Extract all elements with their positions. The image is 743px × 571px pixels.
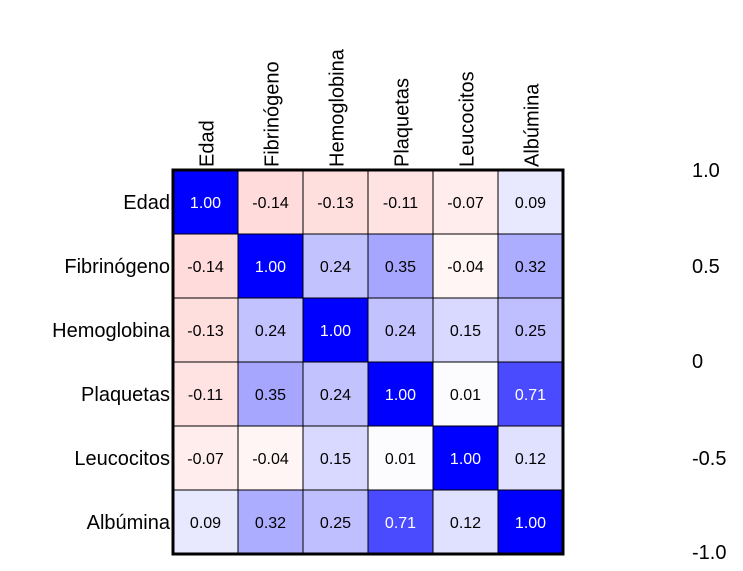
heatmap-cell-4-4: [433, 426, 498, 490]
cell-value-label: -0.07: [187, 451, 224, 468]
cell-value-label: -0.07: [447, 195, 484, 212]
heatmap-cell-5-1: [238, 490, 303, 554]
colorbar-tick-labels: 1.0 0.5 0 -0.5 -1.0: [692, 160, 726, 564]
heatmap-cell-3-4: [433, 362, 498, 426]
heatmap-cell-3-3: [368, 362, 433, 426]
heatmap-cell-0-5: [498, 170, 563, 234]
heatmap-cell-2-3: [368, 298, 433, 362]
heatmap-cell-1-3: [368, 234, 433, 298]
cell-value-label: 0.15: [320, 451, 351, 468]
cell-value-label: 0.01: [385, 451, 416, 468]
row-labels: Edad Fibrinógeno Hemoglobina Plaquetas Leuco…: [52, 192, 171, 534]
heatmap-cell-1-0: [173, 234, 238, 298]
heatmap-cell-0-2: [303, 170, 368, 234]
cell-value-label: 1.00: [450, 451, 481, 468]
heatmap-cell-2-1: [238, 298, 303, 362]
cell-value-label: 0.24: [385, 323, 416, 340]
cell-value-label: -0.11: [383, 195, 418, 212]
heatmap-cell-5-5: [498, 490, 563, 554]
cell-value-label: 0.24: [320, 259, 351, 276]
column-label: Hemoglobina: [327, 48, 349, 167]
heatmap-cell-2-4: [433, 298, 498, 362]
column-label: Plaquetas: [392, 78, 414, 167]
heatmap-cell-3-1: [238, 362, 303, 426]
heatmap-cell-5-3: [368, 490, 433, 554]
cell-value-label: 1.00: [385, 387, 416, 404]
row-label: Plaquetas: [81, 384, 170, 406]
colorbar-tick-label: -1.0: [692, 542, 726, 564]
cell-value-label: -0.04: [252, 451, 289, 468]
heatmap-border: [171, 168, 565, 556]
row-label: Albúmina: [87, 512, 171, 534]
cell-value-label: 0.15: [450, 323, 481, 340]
heatmap-cell-0-0: [173, 170, 238, 234]
cell-value-label: 0.09: [515, 195, 546, 212]
cell-value-label: 1.00: [515, 515, 546, 532]
column-label: Leucocitos: [457, 71, 479, 167]
heatmap-cell-4-2: [303, 426, 368, 490]
colorbar-tick-label: 0.5: [692, 256, 720, 278]
heatmap-cell-5-0: [173, 490, 238, 554]
cell-value-label: 0.35: [255, 387, 286, 404]
column-label: Edad: [197, 120, 219, 167]
heatmap-cell-2-5: [498, 298, 563, 362]
heatmap-cell-5-4: [433, 490, 498, 554]
cell-value-label: 0.01: [450, 387, 481, 404]
cell-value-label: 0.71: [385, 515, 416, 532]
cell-value-label: 1.00: [320, 323, 351, 340]
colorbar-tick-label: 0: [692, 351, 703, 373]
heatmap-cell-4-3: [368, 426, 433, 490]
heatmap-cell-2-2: [303, 298, 368, 362]
colorbar-tick-label: 1.0: [692, 160, 720, 182]
cell-value-label: -0.11: [188, 387, 223, 404]
cell-value-label: 0.25: [515, 323, 546, 340]
cell-value-label: -0.13: [317, 195, 354, 212]
row-label: Edad: [123, 192, 170, 214]
cell-value-label: -0.04: [447, 259, 484, 276]
cell-value-label: 0.71: [515, 387, 546, 404]
heatmap-cell-3-2: [303, 362, 368, 426]
cell-value-label: 0.35: [385, 259, 416, 276]
heatmap-cell-4-0: [173, 426, 238, 490]
row-label: Hemoglobina: [52, 320, 171, 342]
heatmap-cell-4-1: [238, 426, 303, 490]
cell-value-label: -0.14: [187, 259, 224, 276]
cell-value-label: -0.13: [187, 323, 224, 340]
heatmap-grid: [171, 168, 565, 556]
cell-value-label: 0.09: [190, 515, 221, 532]
column-label: Albúmina: [522, 83, 544, 167]
row-label: Fibrinógeno: [64, 256, 170, 278]
heatmap-cell-4-5: [498, 426, 563, 490]
cell-value-label: 0.24: [255, 323, 286, 340]
colorbar-tick-label: -0.5: [692, 448, 726, 470]
cell-value-label: 0.24: [320, 387, 351, 404]
heatmap-cell-1-5: [498, 234, 563, 298]
heatmap-cell-1-2: [303, 234, 368, 298]
column-labels: Edad Fibrinógeno Hemoglobina Plaquetas Leuco…: [197, 48, 544, 167]
heatmap-cell-1-1: [238, 234, 303, 298]
heatmap-cell-0-4: [433, 170, 498, 234]
cell-value-label: 0.12: [515, 451, 546, 468]
cell-value-label: 1.00: [190, 195, 221, 212]
heatmap-cell-0-3: [368, 170, 433, 234]
cell-value-label: 1.00: [255, 259, 286, 276]
heatmap-cell-1-4: [433, 234, 498, 298]
heatmap-cells: 1.00 -0.14 -0.13 -0.11 -0.07 0.09 -0.14 1.00 0.2…: [173, 170, 563, 554]
cell-value-label: 0.32: [255, 515, 286, 532]
heatmap-cell-3-5: [498, 362, 563, 426]
heatmap-cell-5-2: [303, 490, 368, 554]
row-label: Leucocitos: [74, 448, 170, 470]
heatmap-cell-3-0: [173, 362, 238, 426]
cell-value-label: 0.12: [450, 515, 481, 532]
cell-value-label: -0.14: [252, 195, 289, 212]
heatmap-cell-0-1: [238, 170, 303, 234]
cell-value-label: 0.25: [320, 515, 351, 532]
heatmap-cell-2-0: [173, 298, 238, 362]
cell-value-label: 0.32: [515, 259, 546, 276]
column-label: Fibrinógeno: [262, 61, 284, 167]
